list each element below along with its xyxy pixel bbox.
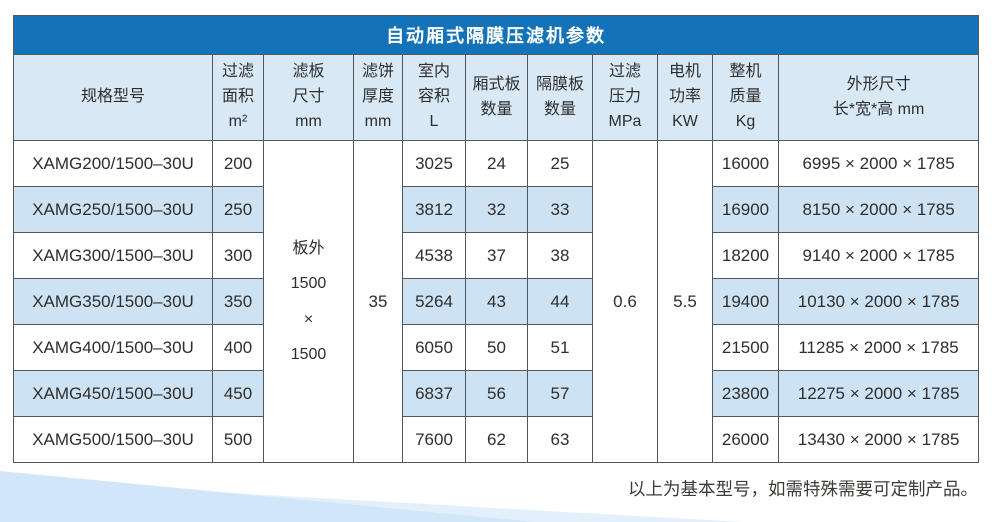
cell-dimensions: 8150 × 2000 × 1785 — [777, 186, 980, 233]
cell-diaphragm-plate-qty: 25 — [527, 140, 593, 187]
cell-chamber-volume: 6837 — [402, 370, 466, 417]
decorative-wedge-dark — [0, 471, 535, 522]
cell-filter-area: 200 — [212, 140, 264, 187]
cell-machine-weight: 16000 — [712, 140, 779, 187]
cell-chamber-volume: 6050 — [402, 324, 466, 371]
cell-machine-weight: 26000 — [712, 416, 779, 463]
cell-machine-weight: 18200 — [712, 232, 779, 279]
cell-chamber-plate-qty: 43 — [465, 278, 528, 325]
cell-dimensions: 11285 × 2000 × 1785 — [777, 324, 980, 371]
col-header-filter-area: 过滤 面积 m² — [212, 54, 264, 141]
cell-diaphragm-plate-qty: 38 — [527, 232, 593, 279]
col-header-chamber-volume: 室内 容积 L — [402, 54, 466, 141]
cell-filter-area: 500 — [212, 416, 264, 463]
col-header-model: 规格型号 — [13, 54, 213, 141]
cell-dimensions: 13430 × 2000 × 1785 — [777, 416, 980, 463]
cell-motor-power-shared: 5.5 — [657, 140, 713, 463]
cell-filter-area: 350 — [212, 278, 264, 325]
cell-diaphragm-plate-qty: 51 — [527, 324, 593, 371]
cell-chamber-plate-qty: 56 — [465, 370, 528, 417]
cell-filter-area: 250 — [212, 186, 264, 233]
cell-dimensions: 12275 × 2000 × 1785 — [777, 370, 980, 417]
cell-chamber-plate-qty: 62 — [465, 416, 528, 463]
cell-chamber-volume: 7600 — [402, 416, 466, 463]
cell-diaphragm-plate-qty: 33 — [527, 186, 593, 233]
cell-diaphragm-plate-qty: 44 — [527, 278, 593, 325]
cell-model: XAMG500/1500–30U — [13, 416, 213, 463]
table-row: XAMG350/1500–30U 350 5264 43 44 19400 10… — [13, 278, 980, 325]
cell-chamber-plate-qty: 24 — [465, 140, 528, 187]
cell-chamber-plate-qty: 32 — [465, 186, 528, 233]
table-row: XAMG200/1500–30U 200 板外 1500 × 1500 35 3… — [13, 140, 980, 463]
cell-filter-area: 300 — [212, 232, 264, 279]
cell-chamber-volume: 5264 — [402, 278, 466, 325]
cell-cake-thickness-shared: 35 — [353, 140, 403, 463]
cell-filter-area: 450 — [212, 370, 264, 417]
cell-chamber-volume: 3025 — [402, 140, 466, 187]
cell-machine-weight: 21500 — [712, 324, 779, 371]
cell-chamber-volume: 3812 — [402, 186, 466, 233]
cell-model: XAMG250/1500–30U — [13, 186, 213, 233]
cell-filter-pressure-shared: 0.6 — [592, 140, 658, 463]
col-header-chamber-plate-qty: 厢式板 数量 — [465, 54, 528, 141]
col-header-dimensions: 外形尺寸 长*宽*高 mm — [777, 54, 980, 141]
cell-model: XAMG450/1500–30U — [13, 370, 213, 417]
footer-note: 以上为基本型号，如需特殊需要可定制产品。 — [628, 479, 978, 499]
cell-machine-weight: 23800 — [712, 370, 779, 417]
cell-model: XAMG350/1500–30U — [13, 278, 213, 325]
cell-chamber-volume: 4538 — [402, 232, 466, 279]
cell-machine-weight: 19400 — [712, 278, 779, 325]
cell-diaphragm-plate-qty: 57 — [527, 370, 593, 417]
cell-diaphragm-plate-qty: 63 — [527, 416, 593, 463]
table-row: XAMG450/1500–30U 450 6837 56 57 23800 12… — [13, 370, 980, 417]
table-title: 自动厢式隔膜压滤机参数 — [12, 15, 980, 55]
table-row: XAMG250/1500–30U 250 3812 32 33 16900 81… — [13, 186, 980, 233]
table-row: XAMG500/1500–30U 500 7600 62 63 26000 13… — [13, 416, 980, 463]
cell-machine-weight: 16900 — [712, 186, 779, 233]
cell-filter-area: 400 — [212, 324, 264, 371]
table-title-bar: 自动厢式隔膜压滤机参数 — [12, 15, 980, 55]
header-row: 规格型号 过滤 面积 m² 滤板 尺寸 mm 滤饼 厚度 mm 室内 容积 L … — [13, 54, 980, 141]
cell-model: XAMG400/1500–30U — [13, 324, 213, 371]
cell-model: XAMG300/1500–30U — [13, 232, 213, 279]
col-header-filter-pressure: 过滤 压力 MPa — [592, 54, 658, 141]
table-row: XAMG400/1500–30U 400 6050 50 51 21500 11… — [13, 324, 980, 371]
col-header-machine-weight: 整机 质量 Kg — [712, 54, 779, 141]
col-header-plate-size: 滤板 尺寸 mm — [263, 54, 354, 141]
cell-chamber-plate-qty: 50 — [465, 324, 528, 371]
table-row: XAMG300/1500–30U 300 4538 37 38 18200 91… — [13, 232, 980, 279]
cell-chamber-plate-qty: 37 — [465, 232, 528, 279]
col-header-diaphragm-plate-qty: 隔膜板 数量 — [527, 54, 593, 141]
col-header-cake-thickness: 滤饼 厚度 mm — [353, 54, 403, 141]
cell-dimensions: 9140 × 2000 × 1785 — [777, 232, 980, 279]
spec-table: 自动厢式隔膜压滤机参数 规格型号 过滤 面积 m² 滤板 尺寸 mm 滤饼 厚度… — [12, 15, 980, 463]
col-header-motor-power: 电机 功率 KW — [657, 54, 713, 141]
decorative-wedge — [0, 471, 743, 522]
cell-dimensions: 10130 × 2000 × 1785 — [777, 278, 980, 325]
cell-plate-size-shared: 板外 1500 × 1500 — [263, 140, 354, 463]
cell-model: XAMG200/1500–30U — [13, 140, 213, 187]
cell-dimensions: 6995 × 2000 × 1785 — [777, 140, 980, 187]
